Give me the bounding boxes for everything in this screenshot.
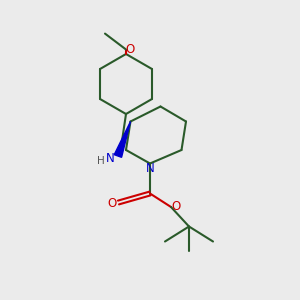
Text: O: O [125, 43, 134, 56]
Polygon shape [114, 122, 130, 157]
Text: O: O [108, 196, 117, 210]
Text: O: O [172, 200, 181, 213]
Text: N: N [106, 152, 115, 166]
Text: N: N [146, 162, 154, 175]
Text: H: H [97, 156, 105, 167]
